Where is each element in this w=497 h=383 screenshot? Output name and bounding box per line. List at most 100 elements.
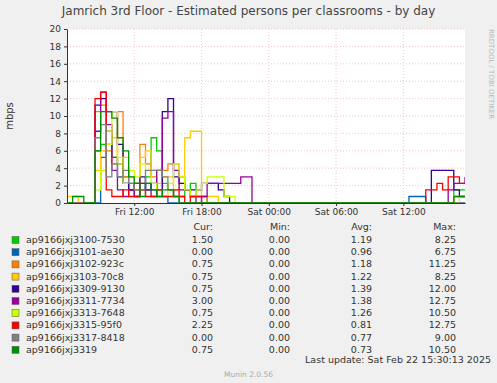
legend-label: ap9166jxj3315-95f0 bbox=[26, 319, 122, 330]
legend-label: ap9166jxj3101-ae30 bbox=[26, 246, 124, 257]
x-tick: Sat 00:00 bbox=[248, 203, 292, 217]
legend-label: ap9166jxj3309-9130 bbox=[26, 283, 125, 294]
x-tick-mark bbox=[336, 203, 337, 206]
y-tick-label: 10 bbox=[50, 111, 62, 121]
y-tick: 14 bbox=[50, 77, 67, 87]
side-text: RRDTOOL / TOBI OETIKER bbox=[487, 29, 495, 119]
legend-stat: 0.00 bbox=[269, 283, 290, 294]
x-tick-label: Sat 12:00 bbox=[382, 207, 426, 217]
x-tick-label: Sat 00:00 bbox=[248, 207, 292, 217]
legend-stat: 0.00 bbox=[269, 344, 290, 355]
legend-stat: 0.75 bbox=[192, 283, 213, 294]
legend-stat: 0.75 bbox=[192, 307, 213, 318]
legend-label: ap9166jxj3317-8418 bbox=[26, 332, 125, 343]
legend-label: ap9166jxj3313-7648 bbox=[26, 307, 125, 318]
legend-stat: 12.75 bbox=[429, 295, 456, 306]
legend-stat: 11.25 bbox=[429, 258, 456, 269]
y-grid-line bbox=[67, 98, 465, 99]
y-grid-line bbox=[67, 168, 465, 169]
legend-stat: 0.00 bbox=[192, 246, 213, 257]
series-line bbox=[67, 92, 465, 203]
legend-label: ap9166jxj3102-923c bbox=[26, 258, 124, 269]
y-tick-mark bbox=[64, 203, 67, 204]
y-grid-line bbox=[67, 63, 465, 64]
y-tick-mark bbox=[64, 168, 67, 169]
y-axis-title: mbps bbox=[4, 102, 15, 130]
x-tick: Fri 12:00 bbox=[115, 203, 155, 217]
y-grid-line bbox=[67, 133, 465, 134]
legend-swatch bbox=[12, 334, 19, 341]
x-tick-mark bbox=[269, 203, 270, 206]
legend-stat: 0.00 bbox=[269, 258, 290, 269]
y-tick: 2 bbox=[55, 181, 67, 191]
x-axis: Fri 12:00 Fri 18:00 Sat 00:00 Sat 06:00 Sat … bbox=[68, 203, 466, 217]
legend-stat: 0.00 bbox=[269, 234, 290, 245]
x-tick-label: Sat 06:00 bbox=[315, 207, 359, 217]
y-tick-mark bbox=[64, 64, 67, 65]
x-tick: Sat 06:00 bbox=[315, 203, 359, 217]
y-tick-mark bbox=[64, 116, 67, 117]
legend-stat: 0.00 bbox=[269, 307, 290, 318]
y-tick-label: 4 bbox=[55, 164, 61, 174]
y-axis: 02468101214161820 bbox=[50, 24, 68, 208]
legend-stat: 0.00 bbox=[269, 295, 290, 306]
legend-label: ap9166jxj3319 bbox=[26, 344, 97, 355]
legend-header: Avg: bbox=[351, 221, 372, 232]
y-grid-line bbox=[67, 46, 465, 47]
legend-swatch bbox=[12, 249, 19, 256]
legend-stat: 0.00 bbox=[269, 246, 290, 257]
version: Munin 2.0.56 bbox=[224, 370, 273, 379]
legend-stat: 0.00 bbox=[269, 271, 290, 282]
legend-label: ap9166jxj3100-7530 bbox=[26, 234, 125, 245]
y-tick: 6 bbox=[55, 146, 67, 156]
series-line bbox=[67, 131, 465, 203]
legend-stat: 0.96 bbox=[351, 246, 372, 257]
y-tick-mark bbox=[64, 99, 67, 100]
legend-stat: 9.00 bbox=[435, 332, 456, 343]
y-tick-label: 18 bbox=[50, 42, 62, 52]
series-line bbox=[67, 112, 465, 203]
y-tick: 10 bbox=[50, 111, 67, 121]
legend-stat: 12.00 bbox=[429, 283, 456, 294]
series-line bbox=[67, 144, 465, 203]
y-tick: 16 bbox=[50, 59, 67, 69]
series-line bbox=[67, 92, 465, 203]
x-tick-mark bbox=[403, 203, 404, 206]
x-tick-mark bbox=[134, 203, 135, 206]
legend-swatch bbox=[12, 237, 19, 244]
x-tick-mark bbox=[202, 203, 203, 206]
series-line bbox=[67, 125, 465, 203]
y-tick-label: 6 bbox=[55, 146, 61, 156]
legend-header: Cur: bbox=[193, 221, 213, 232]
legend-swatch bbox=[12, 298, 19, 305]
y-grid-line bbox=[67, 81, 465, 82]
legend-stat: 1.50 bbox=[192, 234, 213, 245]
legend-stat: 0.77 bbox=[351, 332, 372, 343]
legend-header: Max: bbox=[433, 221, 456, 232]
plot-area bbox=[67, 29, 465, 203]
x-tick-label: Fri 18:00 bbox=[182, 207, 222, 217]
title: Jamrich 3rd Floor - Estimated persons pe… bbox=[61, 4, 436, 18]
legend: Cur:Min:Avg:Max:ap9166jxj3100-75301.500.… bbox=[12, 221, 456, 355]
footer: Last update: Sat Feb 22 15:30:13 2025 bbox=[305, 354, 491, 365]
legend-swatch bbox=[12, 273, 19, 280]
x-grid-line bbox=[268, 29, 269, 203]
legend-stat: 0.81 bbox=[351, 319, 372, 330]
legend-stat: 0.75 bbox=[192, 344, 213, 355]
legend-stat: 8.25 bbox=[435, 271, 456, 282]
legend-stat: 8.25 bbox=[435, 234, 456, 245]
y-tick-label: 20 bbox=[50, 24, 62, 34]
y-tick: 20 bbox=[50, 24, 67, 34]
y-tick-mark bbox=[64, 186, 67, 187]
y-tick-label: 2 bbox=[55, 181, 61, 191]
grid bbox=[67, 29, 465, 203]
legend-stat: 0.00 bbox=[192, 332, 213, 343]
y-tick-label: 0 bbox=[55, 198, 61, 208]
legend-stat: 1.19 bbox=[351, 234, 372, 245]
series-lines bbox=[67, 92, 465, 203]
y-grid-line bbox=[67, 185, 465, 186]
x-tick: Fri 18:00 bbox=[182, 203, 222, 217]
y-tick-label: 16 bbox=[50, 59, 62, 69]
legend-header: Min: bbox=[270, 221, 290, 232]
legend-swatch bbox=[12, 310, 19, 317]
